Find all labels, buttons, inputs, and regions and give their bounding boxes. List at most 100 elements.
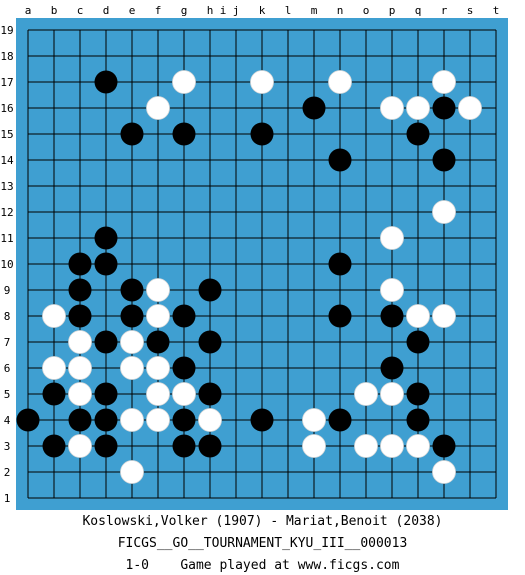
white-stone bbox=[432, 70, 456, 94]
row-label: 8 bbox=[4, 310, 11, 323]
black-stone bbox=[94, 330, 118, 354]
tournament-line: FICGS__GO__TOURNAMENT_KYU_III__000013 bbox=[117, 536, 408, 551]
column-label: a bbox=[25, 4, 32, 17]
black-stone bbox=[198, 330, 222, 354]
black-stone bbox=[68, 252, 92, 276]
black-stone bbox=[94, 382, 118, 406]
black-stone bbox=[172, 356, 196, 380]
site-text: Game played at www.ficgs.com bbox=[180, 558, 400, 573]
black-stone bbox=[432, 96, 456, 120]
column-label: g bbox=[181, 4, 188, 17]
black-stone bbox=[432, 434, 456, 458]
white-stone bbox=[380, 278, 404, 302]
white-stone bbox=[380, 226, 404, 250]
white-stone bbox=[146, 408, 170, 432]
white-stone bbox=[458, 96, 482, 120]
row-label: 12 bbox=[0, 206, 13, 219]
players-line: Koslowski,Volker (1907) - Mariat,Benoit … bbox=[82, 514, 443, 529]
column-label: b bbox=[51, 4, 58, 17]
white-stone bbox=[302, 434, 326, 458]
black-stone bbox=[380, 304, 404, 328]
row-label: 4 bbox=[4, 414, 11, 427]
column-label: l bbox=[285, 4, 292, 17]
result-score: 1-0 bbox=[125, 558, 149, 573]
row-label: 15 bbox=[0, 128, 13, 141]
black-stone bbox=[16, 408, 40, 432]
white-stone bbox=[172, 382, 196, 406]
column-label: h bbox=[207, 4, 214, 17]
black-stone bbox=[198, 382, 222, 406]
black-stone bbox=[94, 226, 118, 250]
column-label: t bbox=[493, 4, 500, 17]
black-stone bbox=[328, 252, 352, 276]
black-stone bbox=[172, 408, 196, 432]
white-stone bbox=[406, 434, 430, 458]
black-stone bbox=[380, 356, 404, 380]
black-stone bbox=[328, 408, 352, 432]
black-stone bbox=[172, 122, 196, 146]
row-label: 6 bbox=[4, 362, 11, 375]
white-stone bbox=[120, 330, 144, 354]
result-line: 1-0 Game played at www.ficgs.com bbox=[0, 558, 525, 573]
column-label: m bbox=[311, 4, 318, 17]
column-label: o bbox=[363, 4, 370, 17]
column-label: j bbox=[233, 4, 240, 17]
white-stone bbox=[432, 200, 456, 224]
column-label: c bbox=[77, 4, 84, 17]
column-label: f bbox=[155, 4, 162, 17]
black-stone bbox=[94, 408, 118, 432]
row-label: 3 bbox=[4, 440, 11, 453]
black-stone bbox=[328, 304, 352, 328]
black-stone bbox=[406, 122, 430, 146]
row-label: 19 bbox=[0, 24, 13, 37]
white-stone bbox=[380, 382, 404, 406]
white-stone bbox=[146, 382, 170, 406]
white-stone bbox=[432, 304, 456, 328]
row-label: 1 bbox=[4, 492, 11, 505]
column-label: r bbox=[441, 4, 448, 17]
row-label: 14 bbox=[0, 154, 14, 167]
black-stone bbox=[198, 278, 222, 302]
black-stone bbox=[250, 408, 274, 432]
white-stone bbox=[68, 330, 92, 354]
black-stone bbox=[68, 278, 92, 302]
white-stone bbox=[146, 96, 170, 120]
black-stone bbox=[94, 70, 118, 94]
white-stone bbox=[68, 434, 92, 458]
column-label: k bbox=[259, 4, 266, 17]
row-label: 13 bbox=[0, 180, 13, 193]
white-stone bbox=[68, 382, 92, 406]
column-label: q bbox=[415, 4, 422, 17]
black-stone bbox=[172, 304, 196, 328]
go-board: a b c d e f g h j k l m n o p q r s ti19181716151413121110… bbox=[0, 4, 508, 510]
black-stone bbox=[42, 434, 66, 458]
column-label: d bbox=[103, 4, 110, 17]
column-label: i bbox=[220, 4, 227, 17]
white-stone bbox=[42, 304, 66, 328]
white-stone bbox=[250, 70, 274, 94]
white-stone bbox=[146, 356, 170, 380]
black-stone bbox=[94, 434, 118, 458]
white-stone bbox=[328, 70, 352, 94]
row-label: 16 bbox=[0, 102, 13, 115]
white-stone bbox=[146, 304, 170, 328]
column-label: e bbox=[129, 4, 136, 17]
black-stone bbox=[68, 408, 92, 432]
white-stone bbox=[42, 356, 66, 380]
black-stone bbox=[328, 148, 352, 172]
white-stone bbox=[198, 408, 222, 432]
row-label: 9 bbox=[4, 284, 11, 297]
black-stone bbox=[68, 304, 92, 328]
black-stone bbox=[42, 382, 66, 406]
white-stone bbox=[120, 408, 144, 432]
row-label: 11 bbox=[0, 232, 13, 245]
white-stone bbox=[432, 460, 456, 484]
black-stone bbox=[406, 330, 430, 354]
white-stone bbox=[380, 96, 404, 120]
white-stone bbox=[406, 96, 430, 120]
black-stone bbox=[146, 330, 170, 354]
white-stone bbox=[302, 408, 326, 432]
column-label: p bbox=[389, 4, 396, 17]
column-label: s bbox=[467, 4, 474, 17]
